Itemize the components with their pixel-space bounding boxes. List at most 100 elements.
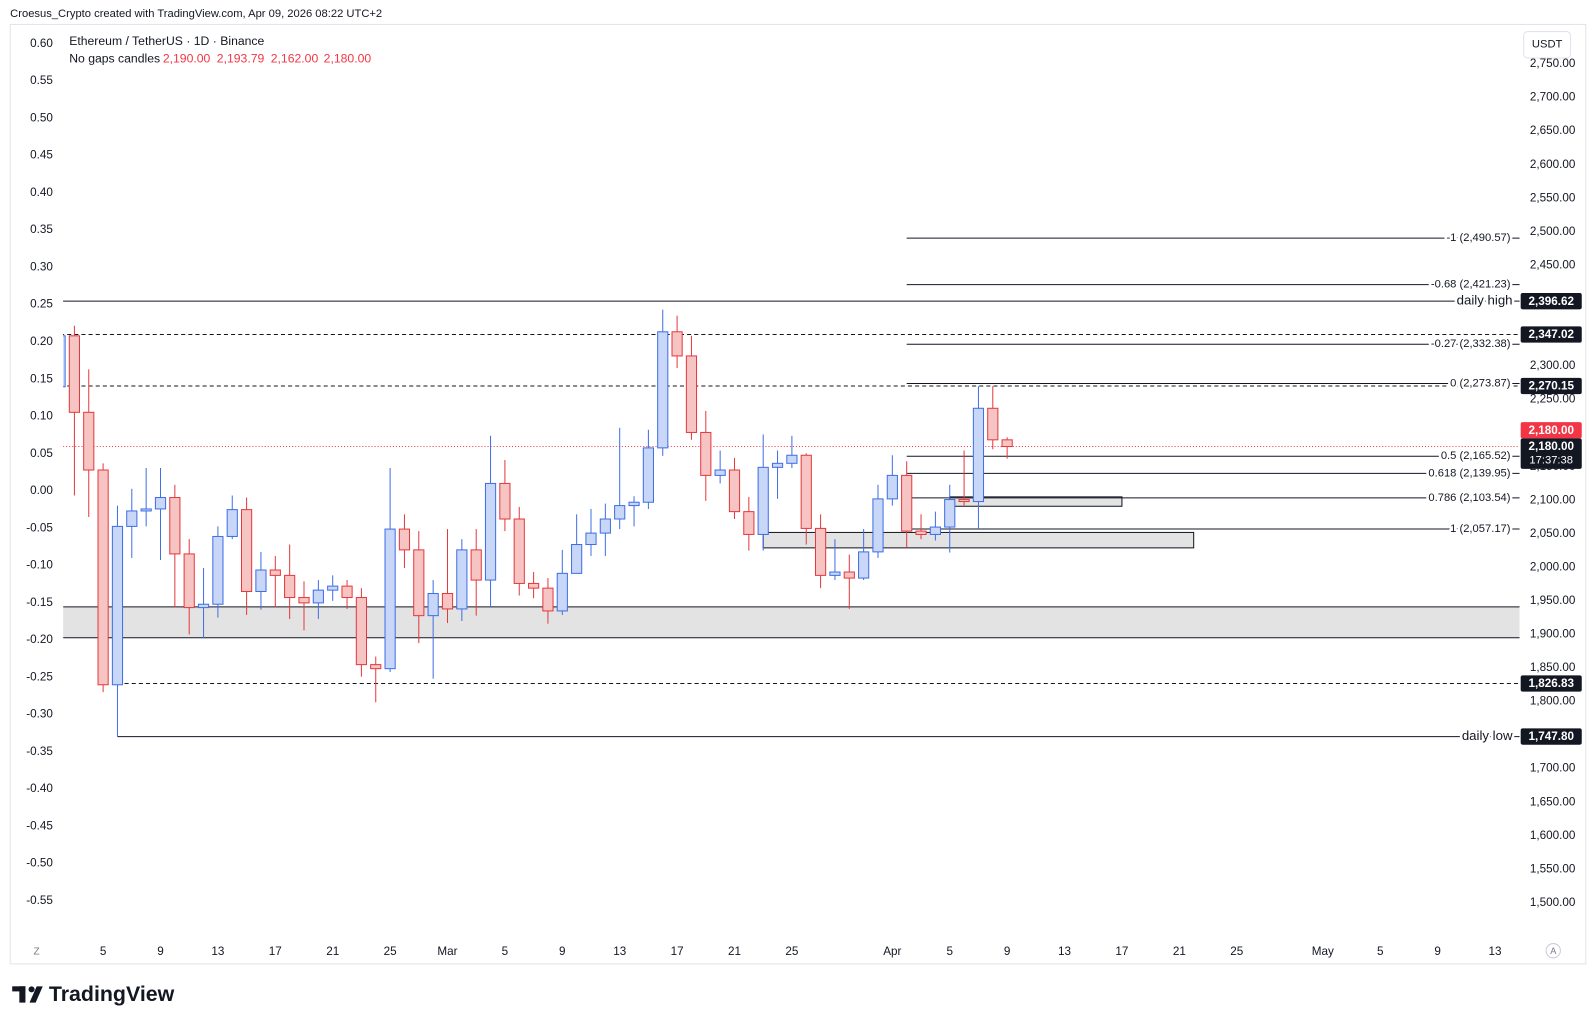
candle-body xyxy=(714,469,726,476)
ohlc-value: 2,180.00 xyxy=(324,51,372,65)
y2-tick-label: 0.35 xyxy=(30,223,53,236)
x-tick-label: 5 xyxy=(946,945,953,958)
y-tick-label: 2,100.00 xyxy=(1530,493,1576,506)
y2-tick-label: -0.05 xyxy=(26,521,53,534)
candle-body xyxy=(470,549,482,581)
candle-body xyxy=(800,454,812,529)
level-tag: 1,826.83 xyxy=(1528,677,1574,690)
currency-label[interactable]: USDT xyxy=(1532,39,1563,51)
logo-slash xyxy=(29,986,43,1003)
candle-body xyxy=(786,454,798,464)
y-tick-label: 1,500.00 xyxy=(1530,896,1576,909)
x-tick-label: 17 xyxy=(269,945,282,958)
candle-body xyxy=(398,528,411,551)
candle-body xyxy=(671,331,683,357)
x-tick-label: 21 xyxy=(1173,945,1186,958)
x-tick-label: 9 xyxy=(1004,945,1011,958)
y-tick-label: 1,650.00 xyxy=(1530,795,1576,808)
candle-body xyxy=(513,518,525,584)
x-tick-label: 21 xyxy=(728,945,741,958)
candle-body xyxy=(169,497,181,555)
x-tick-label: 5 xyxy=(502,945,509,958)
candle-body xyxy=(197,603,210,609)
y-tick-label: 1,600.00 xyxy=(1530,829,1576,842)
fib-label: 0.618 (2,139.95) xyxy=(1428,467,1510,479)
level-tag-bg xyxy=(1520,675,1582,692)
x-tick-label: Mar xyxy=(437,945,457,958)
fib-label: 0.786 (2,103.54) xyxy=(1428,492,1510,504)
zoom-button[interactable]: Z xyxy=(34,946,40,957)
candle-body xyxy=(542,587,554,612)
fib-label: -1 (2,490.57) xyxy=(1446,232,1510,244)
candle-body xyxy=(814,527,827,576)
candle-body xyxy=(226,509,238,537)
logo-dot xyxy=(28,986,35,993)
candle-body xyxy=(700,431,712,476)
brand-name: TradingView xyxy=(49,982,175,1006)
candle-body xyxy=(614,505,626,520)
last-price-tag: 2,180.00 xyxy=(1528,424,1574,437)
x-tick-label: 13 xyxy=(1058,945,1071,958)
candle-body xyxy=(743,511,755,535)
level-label: daily low xyxy=(1462,728,1513,743)
last-price-tag-bg xyxy=(1520,422,1582,439)
candle-body xyxy=(312,589,324,604)
y-tick-label: 2,050.00 xyxy=(1530,527,1576,540)
y2-tick-label: -0.20 xyxy=(26,633,53,646)
y-tick-label: 2,300.00 xyxy=(1530,359,1576,372)
x-tick-label: 9 xyxy=(157,945,164,958)
candle-body xyxy=(183,553,195,609)
level-tag-bg xyxy=(1520,293,1582,310)
y2-tick-label: -0.15 xyxy=(26,596,53,609)
candle-body xyxy=(126,510,138,527)
fib-label: 0.5 (2,165.52) xyxy=(1441,450,1511,462)
y2-tick-label: -0.35 xyxy=(26,745,53,758)
candle-body xyxy=(642,447,654,503)
level-tag-bg xyxy=(1520,728,1582,745)
chart-frame xyxy=(9,23,1587,965)
y-tick-label: 1,550.00 xyxy=(1530,862,1576,875)
y2-tick-label: 0.40 xyxy=(30,186,53,199)
candle-body xyxy=(341,585,353,599)
fib-label: -0.68 (2,421.23) xyxy=(1431,279,1511,291)
x-tick-label: 5 xyxy=(1377,945,1384,958)
candle-body xyxy=(298,597,310,604)
x-tick-label: 9 xyxy=(559,945,566,958)
candle-body xyxy=(384,528,396,670)
candle-body xyxy=(83,411,95,471)
candle-body xyxy=(901,474,913,532)
candle-body xyxy=(886,474,898,500)
candle-body xyxy=(958,499,970,503)
candle-body xyxy=(771,462,784,468)
candle-body xyxy=(484,482,497,581)
candle-body xyxy=(269,569,281,576)
overlay: Ethereum / TetherUS · 1D · Binance No ga… xyxy=(12,31,1582,1006)
fib-label: 0 (2,273.87) xyxy=(1450,377,1511,389)
y2-tick-label: 0.20 xyxy=(30,335,53,348)
auto-button-ring[interactable] xyxy=(1545,943,1561,959)
close-tag-bg xyxy=(1520,438,1582,469)
x-tick-label: 17 xyxy=(1115,945,1128,958)
x-tick-label: 13 xyxy=(1489,945,1502,958)
y-tick-label: 2,700.00 xyxy=(1530,91,1576,104)
candle-body xyxy=(441,592,454,610)
level-tag-bg xyxy=(1520,377,1582,395)
candle-body xyxy=(456,549,468,610)
logo-stem xyxy=(19,986,26,1003)
y-tick-label: 1,700.00 xyxy=(1530,762,1576,775)
box xyxy=(762,531,1195,549)
x-tick-label: 17 xyxy=(671,945,684,958)
x-tick-label: 13 xyxy=(613,945,626,958)
chart-title: Ethereum / TetherUS · 1D · Binance xyxy=(69,34,264,48)
currency-button[interactable] xyxy=(1523,31,1572,59)
auto-button[interactable]: A xyxy=(1550,946,1557,956)
y2-tick-label: -0.10 xyxy=(26,559,53,572)
logo-bar xyxy=(12,986,26,992)
candle-body xyxy=(728,469,741,513)
candle-body xyxy=(685,355,698,433)
x-tick-label: May xyxy=(1312,945,1334,958)
level-tag: 2,347.02 xyxy=(1528,328,1574,341)
candle-body xyxy=(154,497,167,510)
